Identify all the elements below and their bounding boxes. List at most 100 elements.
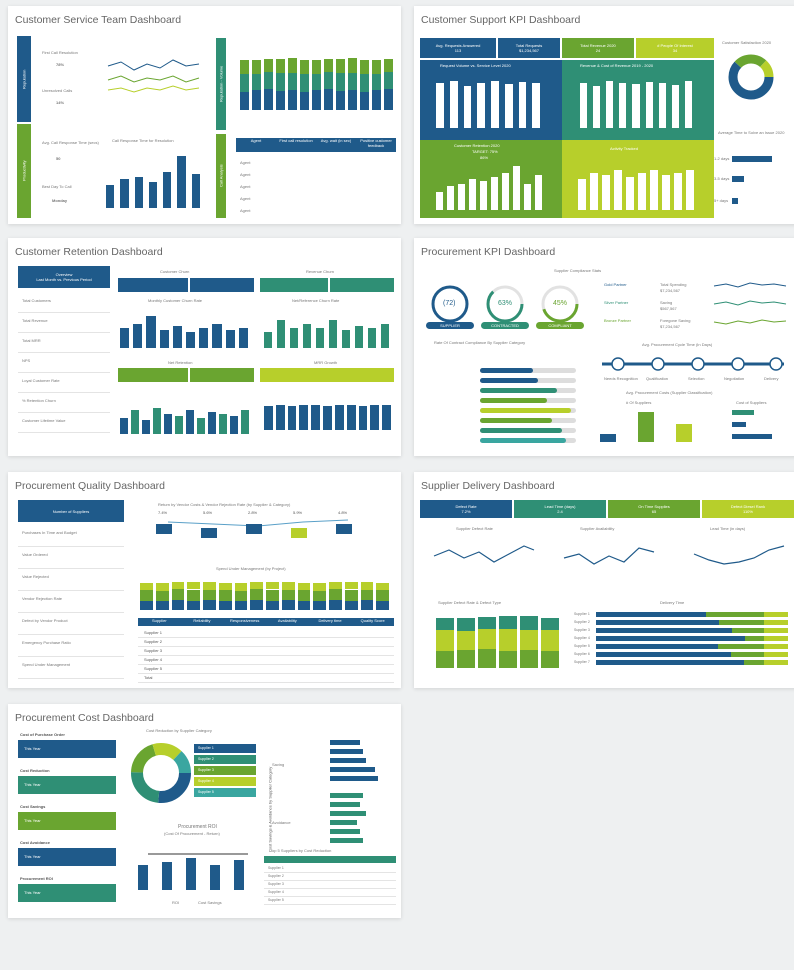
bar [355,326,363,348]
bar [638,412,654,442]
panel-title: Supplier Delivery Dashboard [421,480,555,492]
kpi-label: Avg. Call Response Time (secs) [42,140,99,145]
kpi-header: Lead Time (days) 2.4 [514,500,606,518]
bar-segment [360,581,374,590]
bar-segment [436,617,454,631]
hbar [480,428,562,433]
kpi-box-label: This Year [24,818,41,823]
kpi-label: Best Day To Call [42,184,72,189]
satisfaction-donut [728,54,774,100]
chart-title: Return by Vendor Costs & Vendor Rejectio… [158,502,291,507]
row [264,896,396,897]
spend-label: Foregone Saving [660,318,691,323]
panel-title: Customer Support KPI Dashboard [421,14,581,26]
bar-segment [384,58,393,73]
bar-segment [276,72,285,91]
bar [163,171,172,208]
hbar [732,156,772,162]
table-row-label: Total [144,675,153,680]
kpi-header [118,368,188,382]
bar-segment [348,89,357,110]
kpi-box [18,812,116,830]
metric-item: Value Ordered [22,552,48,557]
kpi-header [330,278,394,292]
kpi-value: Monday [52,198,68,203]
hbar [480,408,572,413]
bar-segment [478,616,496,629]
bar-segment [336,90,345,110]
bar-segment [457,631,475,651]
kpi-label: First Call Resolution [42,50,78,55]
bar [241,410,249,434]
bar-chart [120,394,252,434]
axis-label: 1-2 days [714,156,730,161]
bar-segment [203,589,216,601]
sparklines [713,282,787,325]
partner-label: Gold Partner [604,282,627,287]
reputation-side-tab: Reputation [17,36,31,122]
bar [191,174,200,208]
hbar [330,793,363,798]
bar-segment [203,600,216,610]
bar [177,156,186,208]
bar [645,82,653,128]
roi-bar-chart [138,844,258,890]
bar-segment [266,589,279,602]
hbar [764,612,788,617]
kpi-box [18,740,116,758]
bar-segment [297,582,311,591]
bar-segment [436,630,454,652]
row [138,637,394,638]
overview-item: Total Customers [22,298,51,303]
row [138,682,394,683]
table-row-label: Supplier 1 [268,866,284,870]
kpi-label: Cost Reduction [20,768,50,773]
bar-chart [578,166,698,210]
bar [662,174,670,210]
hbar [330,838,363,843]
overview-item: % Retention Churn [22,398,56,403]
bar [686,170,694,210]
bar [186,410,194,434]
bar-chart [120,308,252,348]
roi-line [148,853,248,855]
kpi-header: Defect Diesel Rank 110% [702,500,794,518]
bar [480,181,487,210]
bar [578,179,586,210]
bar-segment [252,90,261,110]
combo-box [156,524,172,534]
bar-segment [187,589,200,602]
bar [614,170,622,210]
table-row-label: Supplier 5 [268,898,284,902]
hbar [596,660,744,665]
right-tab: Call Analysis [216,134,226,218]
bar [370,404,380,430]
bar [684,81,692,128]
hbar [706,612,764,617]
bar-chart [436,166,546,210]
bar-segment [520,629,538,650]
bar-segment [499,616,517,630]
hbar [596,636,745,641]
kpi-header: Defect Rate 7.2% [420,500,512,518]
bar-segment [300,91,309,110]
bar [449,80,458,128]
chart-title: Revenue & Cost of Revenue 2019 - 2020 [580,63,654,68]
bar-segment [313,582,326,591]
bar-segment [336,72,345,91]
bar-segment [312,90,321,110]
donut-value: (72) [443,300,456,307]
section-title: Rate Of Contract Compliance By Supplier … [434,340,526,345]
bar-segment [312,59,321,75]
hbar [764,660,788,665]
hbar [732,434,772,439]
row [138,664,394,665]
bar-segment [324,72,333,89]
panel-title: Customer Retention Dashboard [15,246,163,258]
donut-value: 45% [553,300,568,307]
bar [159,330,169,348]
bar-segment [240,74,249,92]
bar-segment [372,90,381,110]
legend-row-label: Supplier 1 [198,746,214,750]
bar-segment [218,601,232,610]
